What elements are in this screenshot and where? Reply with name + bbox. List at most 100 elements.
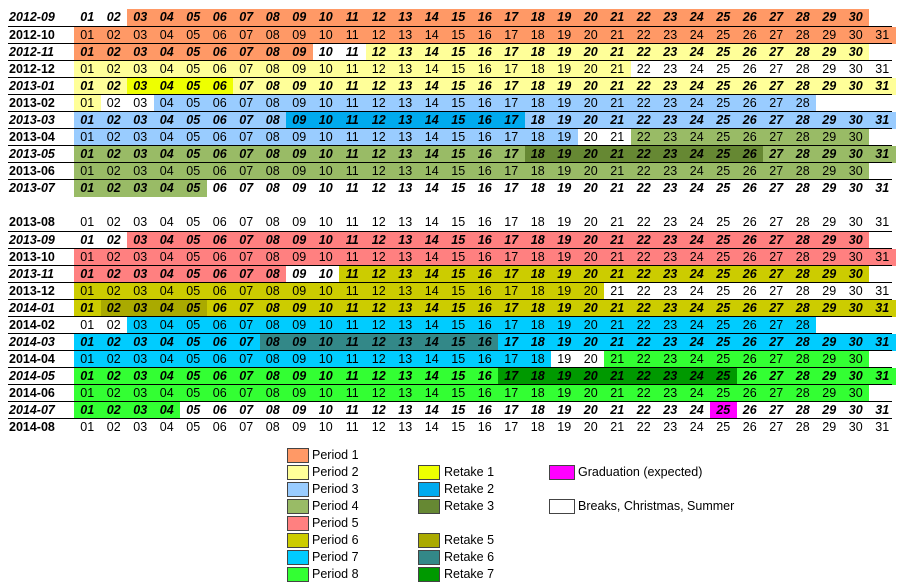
day-cell: 07 [233,27,260,44]
day-cell: 21 [604,61,631,78]
day-cell: 11 [339,300,366,317]
month-row: 2014-05 01 02 03 04 05 06 07 08 09 10 11 12 13 14 15 16 1… [8,367,896,385]
day-cell: 27 [763,9,790,26]
day-cell: 01 [74,351,101,368]
day-cell: 07 [233,368,260,385]
day-cell: 28 [789,112,816,129]
day-cell: 26 [742,403,757,417]
day-cell: 08 [259,163,286,180]
day-cell: 23 [663,215,678,229]
month-label: 2013-08 [9,215,55,229]
day-cell: 20 [577,300,604,317]
month-label: 2013-11 [9,267,54,281]
legend-swatch-retake-1 [418,465,440,480]
day-cell: 27 [763,95,790,112]
day-cell: 30 [848,403,863,417]
day-cell: 20 [577,334,604,351]
day-cell: 09 [286,44,313,61]
day-cell: 23 [657,163,684,180]
day-cell: 03 [133,420,148,434]
month-label: 2014-08 [9,420,55,434]
day-cell: 20 [577,368,604,385]
day-cell: 12 [365,385,392,402]
day-cell: 17 [504,420,519,434]
day-cell: 27 [763,78,790,95]
day-cell: 10 [318,267,333,281]
day-cell: 28 [789,249,816,266]
day-cell: 22 [630,385,657,402]
day-cell: 03 [127,249,154,266]
day-cell: 06 [212,420,227,434]
day-cell: 12 [365,95,392,112]
day-cell: 15 [445,78,472,95]
day-cell: 10 [312,61,339,78]
day-cell: 18 [524,351,551,368]
day-cell: 12 [365,163,392,180]
day-cell: 27 [769,420,784,434]
day-cell: 24 [689,420,704,434]
day-cell: 30 [842,9,869,26]
day-cell: 27 [769,284,784,298]
day-cell: 16 [477,403,492,417]
day-cell: 15 [445,146,472,163]
day-cell: 25 [710,334,737,351]
day-cell: 10 [312,351,339,368]
month-row: 2012-09 01 02 03 04 05 06 07 08 09 10 11 12 13 14 15 16 1… [8,9,892,26]
day-cell: 04 [153,112,180,129]
day-cell: 11 [345,403,359,417]
day-cell: 17 [504,403,519,417]
day-cell: 03 [127,368,154,385]
day-cell: 22 [630,112,657,129]
day-cell: 10 [312,112,339,129]
day-cell: 26 [742,181,757,195]
day-cell: 18 [530,181,545,195]
day-cell: 23 [657,249,684,266]
day-cell: 07 [233,385,260,402]
day-cell: 09 [286,317,313,334]
day-cell: 08 [265,420,280,434]
day-cell: 01 [74,368,101,385]
day-cell: 12 [365,146,392,163]
day-cell: 13 [392,95,419,112]
day-cell: 10 [312,163,339,180]
day-cell: 28 [789,129,816,146]
day-cell: 02 [100,27,127,44]
day-cell: 14 [418,9,445,26]
day-cell: 01 [74,402,101,419]
day-cell: 20 [577,95,604,112]
day-cell: 14 [418,95,445,112]
legend-label-period-3: Period 3 [312,482,359,496]
day-cell: 20 [577,61,604,78]
legend-label-breaks: Breaks, Christmas, Summer [578,499,735,513]
day-cell: 05 [180,180,207,197]
day-cell: 14 [418,163,445,180]
day-cell: 24 [683,129,710,146]
day-cell: 28 [795,420,810,434]
day-cell: 03 [127,163,154,180]
day-cell: 07 [233,317,260,334]
day-cell: 04 [153,249,180,266]
day-cell: 21 [604,163,631,180]
day-cell: 24 [683,385,710,402]
day-cell: 08 [259,266,286,283]
day-cell: 30 [842,351,869,368]
day-cell: 05 [180,146,207,163]
day-cell: 19 [551,385,578,402]
day-cell: 27 [763,351,790,368]
day-cell: 11 [339,146,366,163]
day-cell: 10 [318,45,333,59]
day-cell: 17 [498,283,525,300]
day-cell: 13 [392,385,419,402]
day-cell: 19 [557,215,572,229]
day-cell: 22 [630,266,657,283]
day-cell: 28 [789,300,816,317]
day-cell: 11 [339,266,366,283]
day-cell: 25 [710,78,737,95]
day-cell: 03 [127,385,154,402]
day-cell: 17 [498,334,525,351]
day-cell: 10 [312,317,339,334]
day-cell: 05 [180,249,207,266]
day-cell: 07 [233,300,260,317]
day-cell: 09 [292,403,307,417]
day-cell: 13 [398,215,413,229]
